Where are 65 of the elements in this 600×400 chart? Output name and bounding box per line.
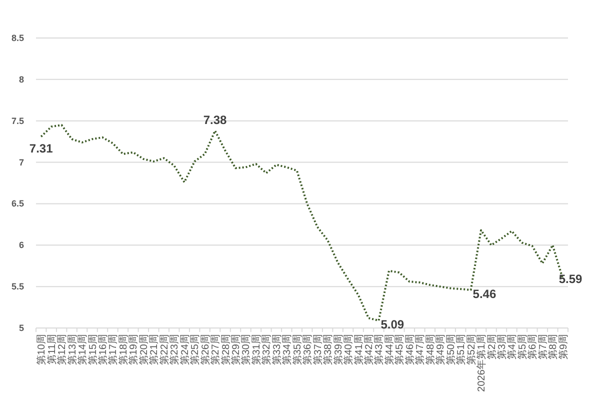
data-label: 5.46: [472, 286, 496, 301]
x-tick-label: 第24周: [178, 334, 191, 366]
x-tick-label: 第25周: [189, 334, 202, 366]
x-tick-label: 第23周: [168, 334, 181, 366]
x-tick-label: 第12周: [56, 334, 68, 366]
x-tick-label: 第51周: [455, 334, 468, 366]
x-tick-label: 第27周: [210, 334, 222, 366]
x-tick-label: 第19周: [128, 334, 140, 366]
y-tick-label: 8.5: [11, 33, 24, 43]
x-tick-label: 第50周: [444, 334, 457, 366]
x-tick-label: 第10周: [36, 334, 48, 366]
x-tick-label: 第15周: [86, 334, 99, 366]
x-tick-label: 第52周: [465, 334, 478, 366]
y-tick-label: 5: [18, 323, 24, 333]
x-tick-label: 第22周: [158, 334, 170, 366]
x-tick-label: 第40周: [342, 334, 355, 366]
data-label: 7.38: [203, 112, 228, 127]
x-tick-label: 第29周: [230, 334, 242, 366]
data-label: 7.31: [29, 142, 54, 156]
x-tick-label: 第31周: [250, 334, 262, 366]
y-tick-label: 6: [18, 240, 24, 250]
x-tick-label: 第5周: [516, 334, 528, 360]
x-tick-label: 第33周: [270, 334, 283, 366]
x-tick-label: 第8周: [547, 334, 560, 360]
x-tick-label: 第48周: [424, 334, 436, 366]
x-tick-label: 第9周: [557, 334, 570, 360]
y-tick-label: 8: [18, 74, 24, 84]
x-tick-label: 第35周: [291, 334, 304, 366]
x-tick-label: 第32周: [260, 334, 273, 366]
x-tick-label: 第17周: [107, 334, 120, 366]
x-tick-label: 第7周: [536, 334, 549, 360]
x-tick-label: 第38周: [322, 334, 334, 366]
x-tick-label: 2026年第1周: [476, 334, 488, 392]
x-tick-label: 第6周: [526, 334, 539, 360]
x-tick-label: 第20周: [138, 334, 150, 366]
y-tick-label: 5.5: [11, 282, 24, 292]
x-tick-label: 第39周: [332, 334, 344, 366]
x-tick-label: 第47周: [414, 334, 426, 366]
y-tick-label: 7: [18, 157, 24, 168]
x-tick-label: 第42周: [363, 334, 375, 366]
x-tick-label: 第16周: [97, 334, 109, 366]
x-tick-label: 第28周: [220, 334, 232, 366]
x-tick-label: 第45周: [394, 334, 406, 366]
x-tick-label: 第18周: [117, 334, 130, 366]
x-tick-label: 第49周: [434, 334, 447, 366]
x-tick-label: 第26周: [199, 334, 212, 366]
x-tick-label: 第37周: [312, 334, 324, 366]
y-tick-label: 7.5: [11, 116, 24, 126]
x-tick-label: 第36周: [302, 334, 314, 366]
x-tick-label: 第4周: [506, 334, 518, 360]
x-tick-label: 第3周: [496, 334, 508, 360]
data-label: 5.09: [380, 318, 404, 332]
x-tick-label: 第46周: [404, 334, 416, 366]
x-tick-label: 第34周: [281, 334, 294, 366]
x-tick-label: 第41周: [352, 334, 365, 366]
x-tick-label: 第11周: [46, 334, 58, 364]
x-tick-label: 第43周: [373, 334, 386, 366]
x-tick-label: 第21周: [148, 334, 160, 366]
x-tick-label: 第30周: [240, 334, 252, 366]
x-tick-label: 第44周: [383, 334, 396, 366]
data-label: 5.59: [558, 272, 583, 286]
y-tick-label: 6.5: [11, 198, 24, 209]
x-tick-label: 第13周: [66, 334, 78, 366]
x-tick-label: 第2周: [486, 334, 498, 360]
x-tick-label: 第14周: [76, 334, 89, 366]
